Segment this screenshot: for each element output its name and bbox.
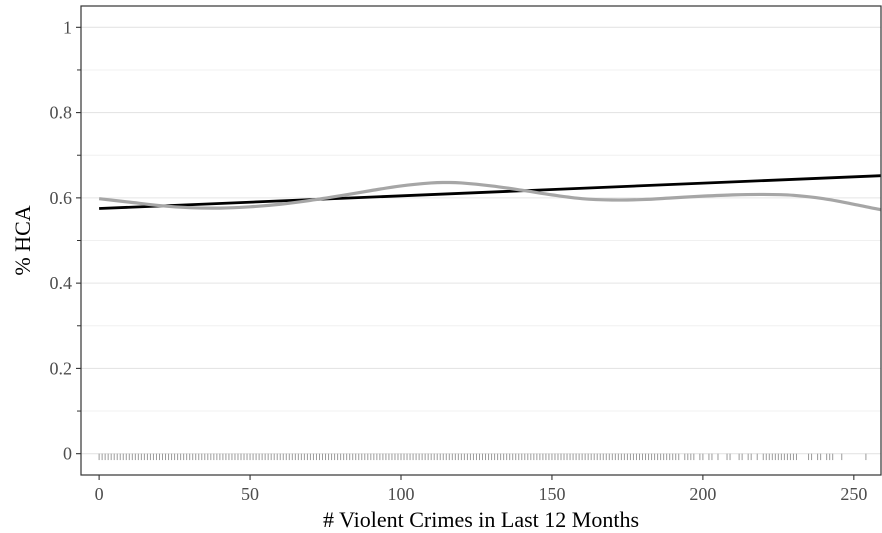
grid-lines	[81, 26, 881, 455]
x-tick-label: 100	[388, 484, 415, 504]
x-axis-title: # Violent Crimes in Last 12 Months	[323, 507, 639, 532]
series-lines	[98, 174, 882, 212]
x-tick-label: 150	[538, 484, 565, 504]
rug-marks	[98, 453, 867, 461]
x-tick-label: 50	[241, 484, 259, 504]
x-tick-label: 200	[689, 484, 716, 504]
smooth-trend-line	[98, 180, 882, 212]
linear-fit-line	[99, 174, 882, 210]
axes: 0 0.2 0.4 0.6 0.8 1 0 50 100 150 200 250	[50, 17, 868, 504]
y-axis-title: % HCA	[10, 205, 35, 275]
y-tick-label: 0.2	[50, 358, 73, 378]
y-tick-label: 0.4	[50, 273, 73, 293]
x-tick-label: 0	[95, 484, 104, 504]
y-tick-label: 0.8	[50, 103, 73, 123]
y-tick-label: 0.6	[50, 188, 73, 208]
x-tick-label: 250	[840, 484, 867, 504]
y-tick-label: 1	[63, 17, 72, 37]
y-tick-label: 0	[63, 444, 72, 464]
